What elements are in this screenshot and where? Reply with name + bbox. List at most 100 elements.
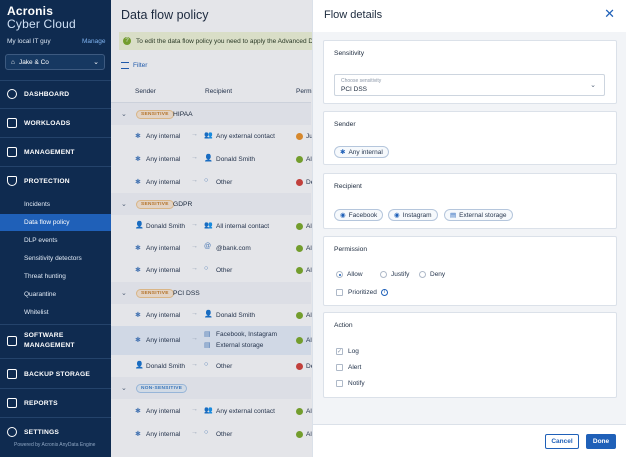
sub-quarantine[interactable]: Quarantine: [24, 291, 57, 298]
nav-backup-storage[interactable]: BACKUP STORAGE: [0, 368, 111, 380]
tenant-selector[interactable]: ⌂ Jake & Co ⌄: [5, 54, 105, 70]
group-icon: 👥: [204, 132, 213, 139]
divider: [0, 417, 111, 418]
group-row[interactable]: ⌄ NON-SENSITIVE: [111, 377, 311, 399]
checkbox-notify[interactable]: Notify: [336, 380, 365, 387]
radio-allow[interactable]: Allow: [336, 271, 363, 278]
sender: Any internal: [146, 408, 181, 415]
asterisk-icon: ✱: [135, 337, 141, 344]
table-row[interactable]: ✱ Any internal → 👥 Any external contact …: [111, 125, 316, 147]
nav-management[interactable]: MANAGEMENT: [0, 146, 111, 158]
arrow-right-icon: →: [191, 335, 198, 342]
recipient: Other: [216, 267, 233, 274]
recipient-chip-facebook[interactable]: ◉ Facebook: [334, 209, 384, 221]
account-name: My local IT guy: [7, 38, 51, 45]
panel-header: Flow details ✕: [313, 0, 626, 32]
recipient: @bank.com: [216, 245, 251, 252]
nav-dashboard[interactable]: DASHBOARD: [0, 88, 111, 100]
filter-button[interactable]: Filter: [121, 62, 147, 69]
checkbox-alert[interactable]: Alert: [336, 364, 361, 371]
sender: Any internal: [146, 133, 181, 140]
sender-card: Sender ✱ Any internal: [323, 111, 617, 165]
allow-icon: [296, 431, 303, 438]
flow-details-panel: Flow details ✕ Sensitivity Choose sensit…: [312, 0, 626, 457]
table-row[interactable]: ✱ Any internal → ○ Other De: [111, 171, 315, 193]
table-row[interactable]: ✱ Any internal → 👤 Donald Smith All: [111, 304, 314, 326]
sub-whitelist[interactable]: Whitelist: [24, 309, 49, 316]
software-icon: [7, 336, 17, 346]
nav-reports[interactable]: REPORTS: [0, 397, 111, 409]
radio-label: Allow: [347, 271, 363, 278]
table-row[interactable]: ✱ Any internal → ○ Other All: [111, 423, 313, 445]
brand-name: Acronis: [7, 4, 54, 18]
circle-icon: ○: [204, 429, 209, 436]
recipient-card: Recipient ◉ Facebook ◉ Instagram ▤ External…: [323, 173, 617, 229]
group-row[interactable]: ⌄ SENSITIVE PCI DSS: [111, 282, 311, 304]
sub-data-flow-policy[interactable]: Data flow policy: [0, 214, 111, 231]
divider: [0, 137, 111, 138]
justify-icon: [296, 133, 303, 140]
nav-protection[interactable]: PROTECTION: [0, 175, 111, 187]
checkbox-prioritized[interactable]: Prioritized i: [336, 289, 388, 296]
nav-label: BACKUP STORAGE: [24, 370, 91, 378]
manage-link[interactable]: Manage: [82, 38, 106, 45]
sub-threat-hunting[interactable]: Threat hunting: [24, 273, 66, 280]
sender-chip[interactable]: ✱ Any internal: [334, 146, 389, 158]
group-row[interactable]: ⌄ SENSITIVE HIPAA: [111, 103, 311, 125]
info-icon[interactable]: i: [380, 289, 388, 296]
table-row[interactable]: ✱ Any internal → @ @bank.com All: [111, 237, 314, 259]
asterisk-icon: ✱: [340, 149, 346, 156]
nav-software-management[interactable]: SOFTWARE MANAGEMENT: [0, 330, 111, 352]
asterisk-icon: ✱: [135, 431, 141, 438]
sensitivity-select[interactable]: Choose sensitivity PCI DSS ⌄: [334, 74, 605, 96]
table-row[interactable]: ✱ Any internal → 👤 Donald Smith All: [111, 148, 313, 170]
divider: [0, 324, 111, 325]
radio-indicator: [419, 271, 426, 278]
sensitivity-card: Sensitivity Choose sensitivity PCI DSS ⌄: [323, 40, 617, 104]
allow-icon: [296, 156, 303, 163]
nav-label: SETTINGS: [24, 428, 60, 436]
arrow-right-icon: →: [191, 310, 198, 317]
sub-sensitivity-detectors[interactable]: Sensitivity detectors: [24, 255, 82, 262]
checkbox-log[interactable]: ✓ Log: [336, 348, 359, 355]
close-icon[interactable]: ✕: [604, 6, 615, 21]
sub-dlp-events[interactable]: DLP events: [24, 237, 58, 244]
nav-settings[interactable]: SETTINGS: [0, 426, 111, 438]
sender: Any internal: [146, 179, 181, 186]
column-permission[interactable]: Permi: [296, 88, 313, 95]
table-row-selected[interactable]: ✱ Any internal → ▤ Facebook, Instagram ▤…: [111, 326, 313, 355]
storage-icon: ▤: [204, 342, 211, 349]
checkbox-label: Log: [348, 348, 359, 355]
table-row[interactable]: 👤 Donald Smith → 👥 All internal contact …: [111, 215, 313, 237]
arrow-right-icon: →: [191, 429, 198, 436]
group-name: GDPR: [173, 200, 193, 208]
nav-label: WORKLOADS: [24, 119, 71, 127]
divider: [111, 102, 311, 103]
nav-workloads[interactable]: WORKLOADS: [0, 117, 111, 129]
permission: Jus: [306, 133, 316, 140]
radio-deny[interactable]: Deny: [419, 271, 445, 278]
permission: De: [306, 179, 315, 186]
radio-justify[interactable]: Justify: [380, 271, 409, 278]
asterisk-icon: ✱: [135, 267, 141, 274]
table-row[interactable]: ✱ Any internal → ○ Other All: [111, 259, 313, 281]
sender: Any internal: [146, 267, 181, 274]
allow-icon: [296, 408, 303, 415]
recipient-chip-external-storage[interactable]: ▤ External storage: [444, 209, 513, 221]
permission: All: [306, 312, 314, 319]
recipient-chip-instagram[interactable]: ◉ Instagram: [388, 209, 438, 221]
permission: All: [306, 245, 314, 252]
recipient: Donald Smith: [216, 156, 256, 163]
column-sender[interactable]: Sender: [135, 88, 156, 95]
group-row[interactable]: ⌄ SENSITIVE GDPR: [111, 193, 311, 215]
arrow-right-icon: →: [191, 243, 198, 250]
cancel-button[interactable]: Cancel: [545, 434, 579, 449]
table-row[interactable]: 👤 Donald Smith → ○ Other De: [111, 355, 314, 377]
sub-incidents[interactable]: Incidents: [24, 201, 51, 208]
done-button[interactable]: Done: [586, 434, 616, 449]
sender: Donald Smith: [146, 223, 186, 230]
app-icon: ◉: [340, 212, 346, 219]
card-title: Recipient: [334, 183, 362, 190]
table-row[interactable]: ✱ Any internal → 👥 Any external contact …: [111, 400, 313, 422]
column-recipient[interactable]: Recipient: [205, 88, 233, 95]
